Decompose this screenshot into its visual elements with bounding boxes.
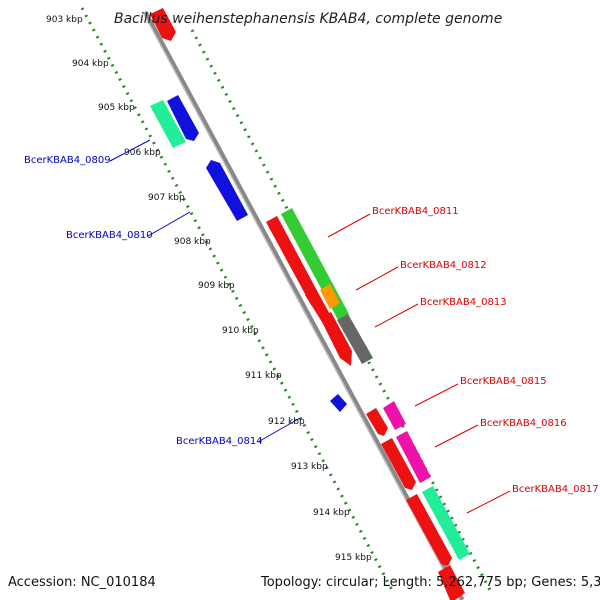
gene-arrow-0817-red[interactable] <box>406 494 452 566</box>
tick-label-903: 903 kbp <box>46 15 83 25</box>
gene-label-0814[interactable]: BcerKBAB4_0814 <box>176 436 263 447</box>
gene-arrow-top-partial[interactable] <box>150 8 176 41</box>
leader-0812 <box>355 266 399 291</box>
gene-label-0810[interactable]: BcerKBAB4_0810 <box>66 230 153 241</box>
gene-arrow-0813-gray[interactable] <box>337 314 373 364</box>
gene-arrow-0810-blue[interactable] <box>206 160 248 221</box>
tick-label-911: 911 kbp <box>245 371 282 381</box>
leader-0815 <box>414 383 459 407</box>
gene-arrow-red-3[interactable] <box>320 312 352 366</box>
leader-0809 <box>109 139 151 162</box>
gene-arrow-red-1[interactable] <box>266 216 322 312</box>
tick-label-909: 909 kbp <box>198 281 235 291</box>
leader-0814 <box>257 417 301 443</box>
left-tick-track <box>80 7 394 591</box>
gene-label-0809[interactable]: BcerKBAB4_0809 <box>24 155 111 166</box>
gene-arrow-bottom-partial[interactable] <box>438 565 465 600</box>
tick-label-912: 912 kbp <box>268 417 305 427</box>
tick-label-905: 905 kbp <box>98 103 135 113</box>
gene-arrow-0812-orange[interactable] <box>320 284 340 309</box>
gene-arrow-0815-magenta[interactable] <box>383 401 406 430</box>
gene-arrow-0816-magenta[interactable] <box>396 431 431 483</box>
leader-0817 <box>466 490 511 514</box>
genome-backbone-highlight <box>142 11 461 600</box>
tick-labels: 903 kbp 904 kbp 905 kbp 906 kbp 907 kbp … <box>46 15 372 563</box>
topology-label: Topology: circular; Length: 5,262,775 bp… <box>260 575 600 590</box>
gene-label-0812[interactable]: BcerKBAB4_0812 <box>400 260 487 271</box>
gene-features <box>150 8 470 600</box>
gene-label-0815[interactable]: BcerKBAB4_0815 <box>460 376 547 387</box>
accession-label: Accession: NC_010184 <box>8 575 156 590</box>
tick-label-907: 907 kbp <box>148 193 185 203</box>
tick-label-910: 910 kbp <box>222 326 259 336</box>
gene-labels: BcerKBAB4_0809 BcerKBAB4_0810 BcerKBAB4_… <box>24 155 599 495</box>
label-leaders <box>109 139 511 514</box>
gene-arrow-0809-blue[interactable] <box>167 95 199 141</box>
gene-label-0813[interactable]: BcerKBAB4_0813 <box>420 297 507 308</box>
gene-label-0816[interactable]: BcerKBAB4_0816 <box>480 418 567 429</box>
leader-0811 <box>327 213 371 238</box>
leader-0810 <box>147 211 191 237</box>
tick-label-915: 915 kbp <box>335 553 372 563</box>
gene-arrow-0815-red[interactable] <box>366 408 388 436</box>
gene-arrow-0817-seafoam[interactable] <box>422 486 470 560</box>
tick-label-908: 908 kbp <box>174 237 211 247</box>
map-title: Bacillus weihenstephanensis KBAB4, compl… <box>114 11 502 27</box>
tick-label-914: 914 kbp <box>313 508 350 518</box>
gene-label-0817[interactable]: BcerKBAB4_0817 <box>512 484 599 495</box>
gene-label-0811[interactable]: BcerKBAB4_0811 <box>372 206 459 217</box>
right-tick-track <box>190 29 492 591</box>
leader-0813 <box>374 303 419 328</box>
leader-0816 <box>434 424 479 448</box>
tick-label-904: 904 kbp <box>72 59 109 69</box>
gene-arrow-0816-red[interactable] <box>381 438 416 490</box>
gene-arrow-0814-blue[interactable] <box>330 394 347 412</box>
tick-label-906: 906 kbp <box>124 148 161 158</box>
gene-arrow-0809-seafoam[interactable] <box>150 100 186 148</box>
tick-label-913: 913 kbp <box>291 462 328 472</box>
